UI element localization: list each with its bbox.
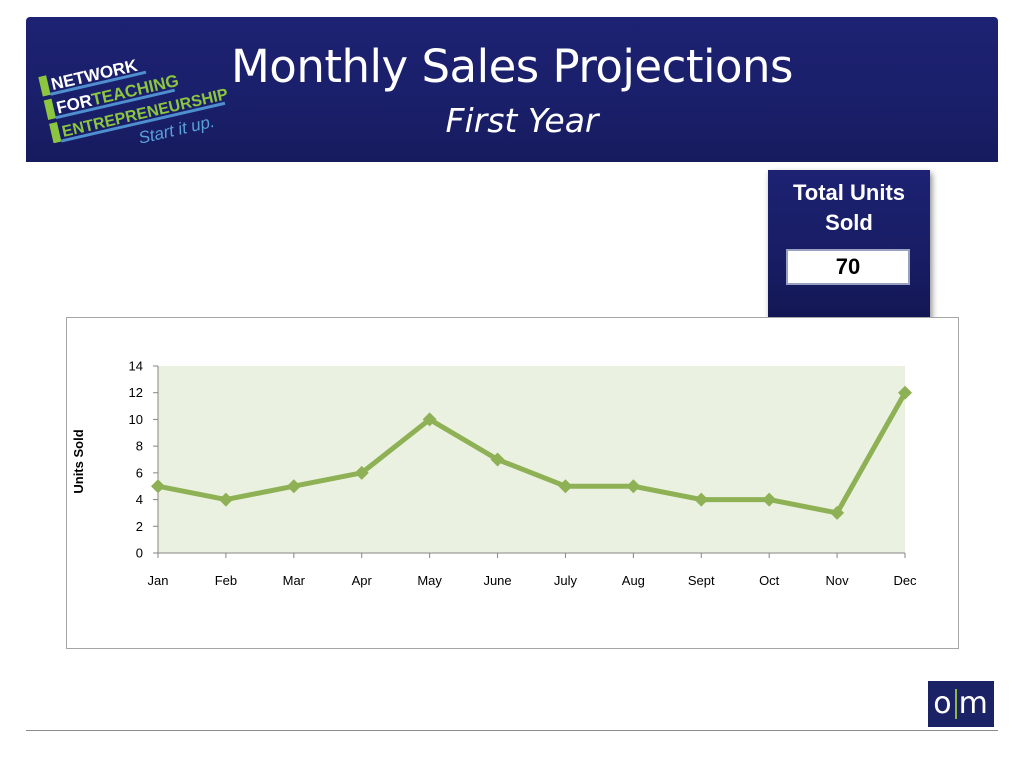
- header-banner: NETWORK FOR TEACHING ENTREPRENEURSHIP St…: [26, 17, 998, 162]
- total-units-label: Total Units Sold: [792, 180, 906, 235]
- data-point: [354, 465, 369, 480]
- y-tick-label: 8: [136, 439, 143, 454]
- om-logo-m: m: [958, 686, 989, 721]
- data-point: [286, 479, 301, 494]
- x-tick-label: Mar: [283, 573, 306, 588]
- page-subtitle: First Year: [445, 101, 599, 140]
- data-point: [422, 412, 437, 427]
- y-tick-label: 10: [129, 412, 143, 427]
- x-tick-label: Dec: [893, 573, 917, 588]
- x-tick-label: Oct: [759, 573, 780, 588]
- y-tick-label: 2: [136, 519, 143, 534]
- plot-area: [158, 366, 905, 553]
- data-point: [898, 385, 912, 400]
- data-point: [490, 452, 505, 467]
- om-logo: o m: [928, 681, 994, 727]
- om-logo-divider: [954, 689, 957, 719]
- data-point: [218, 492, 233, 507]
- total-units-panel: Total Units Sold 70: [768, 170, 930, 336]
- x-tick-label: May: [417, 573, 442, 588]
- y-tick-label: 12: [129, 385, 143, 400]
- x-tick-label: Jan: [148, 573, 169, 588]
- x-tick-label: Feb: [215, 573, 237, 588]
- x-tick-label: Aug: [622, 573, 645, 588]
- data-point: [151, 479, 165, 494]
- om-logo-o: o: [933, 686, 953, 721]
- data-point: [558, 479, 573, 494]
- data-point: [694, 492, 709, 507]
- x-tick-label: July: [554, 573, 578, 588]
- footer-divider: [26, 730, 998, 731]
- x-tick-label: Apr: [352, 573, 373, 588]
- nfte-logo: NETWORK FOR TEACHING ENTREPRENEURSHIP St…: [38, 56, 230, 143]
- series-line: [155, 390, 908, 516]
- line-chart: 0 2 4 6 8 10 12 14 Jan Feb Mar Apr May June July Aug Sep…: [71, 359, 917, 589]
- data-point: [626, 479, 641, 494]
- y-tick-label: 14: [129, 359, 143, 374]
- data-point: [762, 492, 777, 507]
- page-title: Monthly Sales Projections: [230, 40, 794, 93]
- chart-container: 0 2 4 6 8 10 12 14 Jan Feb Mar Apr May June July Aug Sep…: [66, 317, 959, 649]
- data-point: [830, 505, 845, 520]
- total-units-value: 70: [786, 249, 910, 285]
- y-tick-label: 6: [136, 465, 143, 480]
- x-tick-label: Nov: [826, 573, 850, 588]
- x-tick-label: Sept: [688, 573, 715, 588]
- y-tick-label: 0: [136, 546, 143, 561]
- x-tick-label: June: [483, 573, 511, 588]
- y-tick-label: 4: [136, 492, 143, 507]
- y-axis-title: Units Sold: [71, 429, 86, 493]
